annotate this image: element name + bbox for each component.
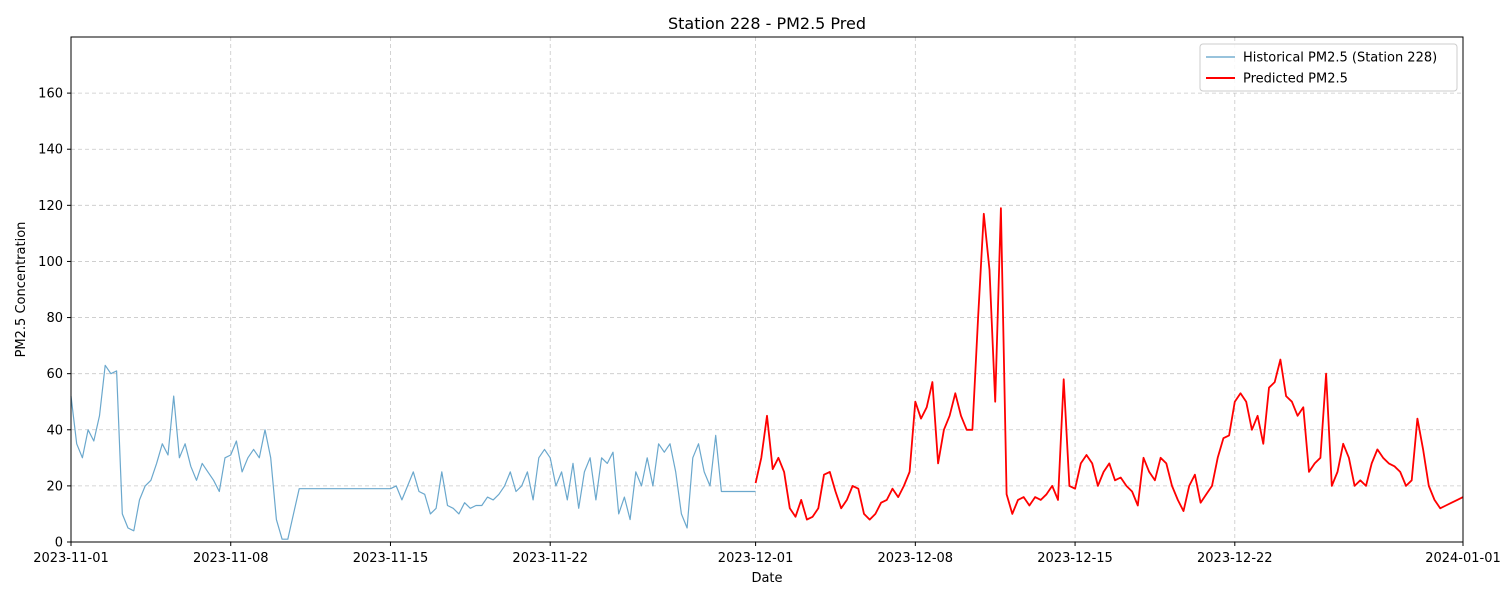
x-tick-label: 2023-11-08 [193,551,269,566]
plot-frame [70,36,1464,543]
series-lines [70,207,1464,540]
x-axis-label: Date [751,571,782,586]
x-tick-label: 2023-12-08 [878,551,954,566]
x-tick-label: 2024-01-01 [1425,551,1500,566]
grid-lines [71,37,1464,542]
legend-label-historical: Historical PM2.5 (Station 228) [1243,51,1437,66]
y-tick-label: 60 [46,367,63,382]
historical-series-line [70,364,756,540]
y-tick-label: 140 [38,143,63,158]
x-tick-label: 2023-12-01 [718,551,794,566]
y-tick-label: 40 [46,423,63,438]
legend: Historical PM2.5 (Station 228) Predicted… [1199,43,1458,92]
y-tick-label: 80 [46,311,63,326]
legend-box [1199,43,1458,92]
y-tick-label: 160 [38,87,63,102]
x-tick-label: 2023-12-15 [1037,551,1113,566]
x-tick-label: 2023-12-22 [1197,551,1273,566]
y-tick-label: 0 [55,536,63,551]
predicted-series-line [754,207,1464,521]
chart-title: Station 228 - PM2.5 Pred [668,14,866,33]
x-tick-label: 2023-11-22 [512,551,588,566]
x-tick-label: 2023-11-15 [353,551,429,566]
y-axis-label: PM2.5 Concentration [14,222,29,358]
x-tick-label: 2023-11-01 [33,551,109,566]
y-tick-label: 120 [38,199,63,214]
axis-ticks: 0 20 40 60 80 100 120 140 160 2023-11-01 2023-11-0… [33,87,1500,566]
legend-label-predicted: Predicted PM2.5 [1243,72,1348,87]
y-tick-label: 20 [46,479,63,494]
y-tick-label: 100 [38,255,63,270]
